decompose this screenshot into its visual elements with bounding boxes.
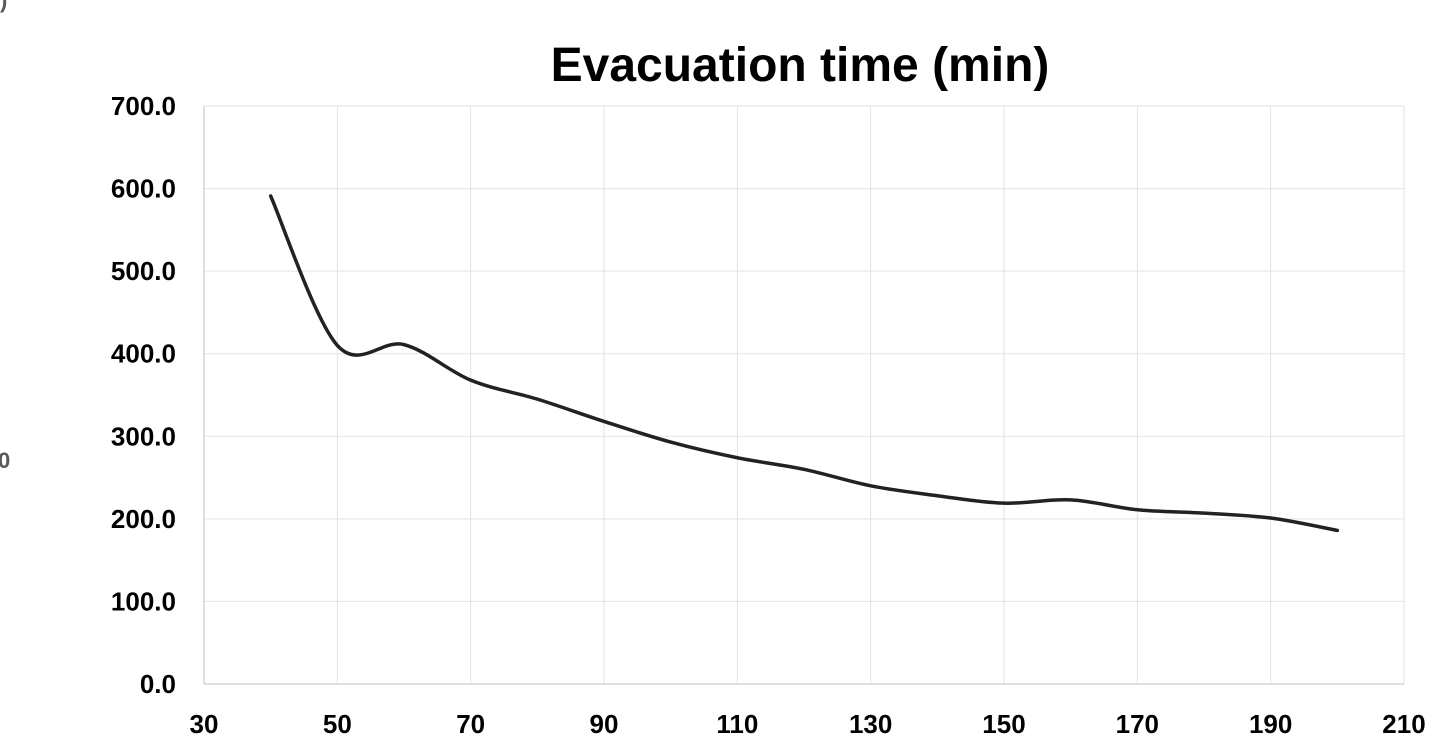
- x-tick-label: 110: [716, 709, 758, 738]
- chart-title: Evacuation time (min): [550, 39, 1050, 92]
- y-tick-label: 100.0: [111, 586, 176, 616]
- y-tick-label: 200.0: [111, 504, 176, 534]
- gridlines: [204, 105, 1405, 684]
- x-tick-label: 190: [1249, 709, 1292, 738]
- clipped-edge-text: ): [0, 0, 8, 13]
- y-tick-label: 700.0: [111, 91, 176, 121]
- x-tick-label: 170: [1116, 709, 1159, 738]
- y-tick-label: 500.0: [111, 256, 176, 286]
- series-line: [268, 194, 1340, 533]
- x-tick-label: 90: [590, 709, 619, 738]
- series-layer: [268, 194, 1340, 533]
- y-tick-label: 0.0: [140, 669, 176, 699]
- x-tick-label: 150: [982, 709, 1025, 738]
- x-tick-label: 30: [190, 709, 219, 738]
- y-tick-label: 600.0: [111, 174, 176, 204]
- clipped-edge-text: 0: [0, 448, 11, 473]
- axes: [203, 106, 1404, 685]
- y-tick-label: 400.0: [111, 339, 176, 369]
- x-tick-label: 70: [456, 709, 485, 738]
- x-tick-labels: 30 50 70 90 110 130 150 170 190 210: [190, 709, 1426, 738]
- y-tick-label: 300.0: [111, 421, 176, 451]
- x-tick-label: 50: [323, 709, 352, 738]
- y-tick-labels: 0.0 100.0 200.0 300.0 400.0 500.0 600.0 700.0: [111, 91, 176, 699]
- x-tick-label: 130: [849, 709, 892, 738]
- x-tick-label: 210: [1382, 709, 1425, 738]
